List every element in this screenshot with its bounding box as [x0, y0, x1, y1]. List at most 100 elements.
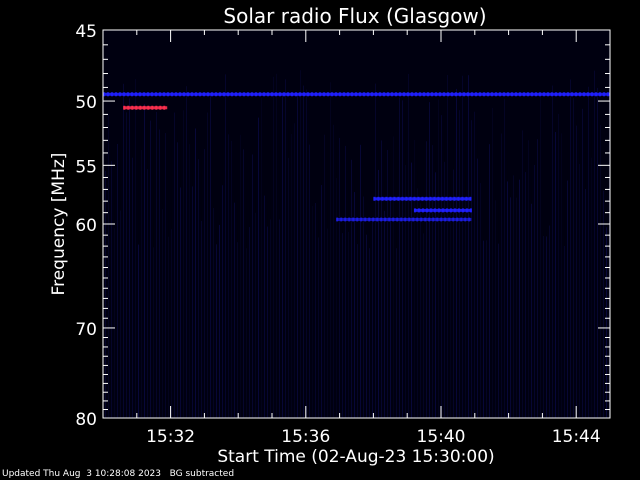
burst-lane-1-dot — [433, 196, 436, 201]
noise-streak — [159, 129, 160, 418]
plot-background — [103, 30, 610, 418]
burst-lane-3-dot — [440, 217, 443, 222]
noise-streak — [237, 242, 238, 418]
interference-band-dot — [171, 92, 173, 97]
interference-band-dot — [135, 92, 137, 97]
rfi-spot-dot — [127, 105, 130, 110]
noise-streak — [300, 70, 301, 418]
noise-streak — [417, 188, 418, 418]
burst-lane-2-dot — [417, 208, 420, 213]
burst-lane-2-dot — [445, 208, 448, 213]
interference-band-dot — [355, 92, 357, 97]
noise-streak — [459, 110, 460, 419]
interference-band-dot — [491, 92, 493, 97]
burst-lane-3-dot — [360, 217, 363, 222]
interference-band-dot — [263, 92, 265, 97]
interference-band-dot — [547, 92, 549, 97]
noise-streak — [588, 86, 589, 418]
noise-streak — [207, 112, 208, 418]
noise-streak — [531, 203, 532, 418]
interference-band-dot — [451, 92, 453, 97]
noise-streak — [255, 212, 256, 418]
noise-streak — [570, 79, 571, 419]
interference-band-dot — [167, 92, 169, 97]
noise-streak — [480, 183, 481, 418]
noise-streak — [369, 248, 370, 418]
interference-band-dot — [327, 92, 329, 97]
interference-band-dot — [231, 92, 233, 97]
interference-band-dot — [415, 92, 417, 97]
burst-lane-3-dot — [448, 217, 451, 222]
burst-lane-2-dot — [413, 208, 416, 213]
y-tick-label: 60 — [75, 216, 97, 236]
noise-streak — [288, 157, 289, 418]
interference-band-dot — [147, 92, 149, 97]
rfi-spot-dot — [139, 105, 142, 110]
interference-band-dot — [383, 92, 385, 97]
noise-streak — [282, 96, 283, 418]
interference-band-dot — [503, 92, 505, 97]
noise-streak — [468, 75, 469, 418]
interference-band-dot — [591, 92, 593, 97]
y-tick-label: 50 — [75, 93, 97, 113]
interference-band-dot — [343, 92, 345, 97]
rfi-spot-dot — [163, 105, 166, 110]
interference-band-dot — [339, 92, 341, 97]
burst-lane-3-dot — [376, 217, 379, 222]
noise-streak — [402, 100, 403, 418]
noise-streak — [447, 74, 448, 418]
noise-streak — [393, 136, 394, 418]
noise-streak — [405, 164, 406, 418]
interference-band-dot — [223, 92, 225, 97]
interference-band-dot — [507, 92, 509, 97]
burst-lane-2-dot — [433, 208, 436, 213]
interference-band-dot — [539, 92, 541, 97]
burst-lane-1-dot — [437, 196, 440, 201]
noise-streak — [546, 236, 547, 418]
interference-band-dot — [395, 92, 397, 97]
burst-lane-3-dot — [392, 217, 395, 222]
noise-streak — [519, 179, 520, 418]
interference-band-dot — [143, 92, 145, 97]
footer-status: Updated Thu Aug 3 10:28:08 2023 BG subtr… — [2, 469, 234, 479]
noise-streak — [195, 128, 196, 419]
interference-band-dot — [307, 92, 309, 97]
noise-streak — [165, 133, 166, 419]
interference-band-dot — [315, 92, 317, 97]
rfi-spot-dot — [151, 105, 154, 110]
burst-lane-2-dot — [425, 208, 428, 213]
noise-streak — [324, 134, 325, 419]
interference-band-dot — [351, 92, 353, 97]
interference-band-dot — [523, 92, 525, 97]
interference-band-dot — [555, 92, 557, 97]
noise-streak — [495, 200, 496, 418]
interference-band-dot — [247, 92, 249, 97]
burst-lane-3-dot — [344, 217, 347, 222]
noise-streak — [258, 117, 259, 419]
noise-streak — [210, 93, 211, 418]
noise-streak — [234, 202, 235, 418]
noise-streak — [168, 236, 169, 418]
signal-features — [103, 92, 610, 222]
noise-streak — [543, 236, 544, 418]
noise-streak — [270, 219, 271, 418]
burst-lane-3-dot — [468, 217, 471, 222]
burst-lane-2-dot — [453, 208, 456, 213]
noise-streak — [390, 199, 391, 418]
interference-band-dot — [195, 92, 197, 97]
burst-lane-1-dot — [449, 196, 452, 201]
interference-band-dot — [107, 92, 109, 97]
noise-streak — [528, 140, 529, 419]
noise-streak — [201, 220, 202, 418]
interference-band-dot — [163, 92, 165, 97]
burst-lane-2-dot — [429, 208, 432, 213]
interference-band-dot — [579, 92, 581, 97]
interference-band-dot — [515, 92, 517, 97]
noise-streak — [537, 139, 538, 418]
noise-streak — [240, 134, 241, 418]
interference-band-dot — [131, 92, 133, 97]
noise-streak — [336, 178, 337, 418]
interference-band-dot — [459, 92, 461, 97]
interference-band-dot — [127, 92, 129, 97]
noise-streak — [456, 88, 457, 419]
